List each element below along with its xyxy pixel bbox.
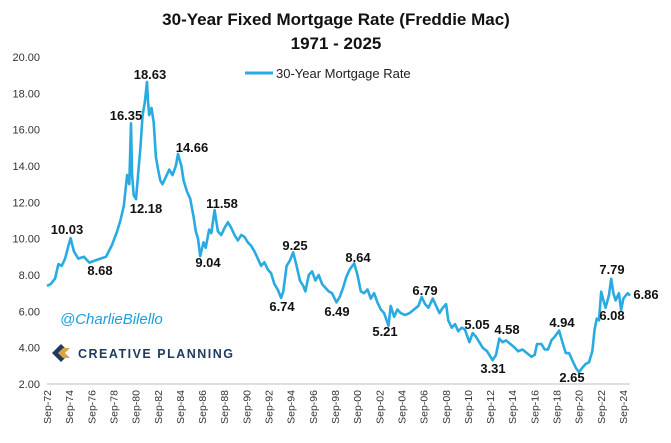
y-tick-label: 8.00	[19, 270, 40, 282]
y-tick-label: 12.00	[12, 197, 40, 209]
data-label-6-49: 6.49	[324, 304, 349, 319]
x-tick-label: Sep-78	[108, 390, 120, 424]
data-label-6-86: 6.86	[633, 287, 658, 302]
series-line-30yr-mortgage-rate	[46, 80, 631, 374]
x-tick-label: Sep-02	[374, 390, 386, 424]
x-tick-label: Sep-82	[153, 390, 165, 424]
watermark-handle: @CharlieBilello	[60, 311, 163, 328]
y-tick-label: 6.00	[19, 306, 40, 318]
data-label-9-04: 9.04	[195, 255, 221, 270]
y-tick-label: 18.00	[12, 88, 40, 100]
x-tick-label: Sep-86	[197, 390, 209, 424]
data-label-4-58: 4.58	[494, 322, 519, 337]
data-label-2-65: 2.65	[559, 370, 584, 385]
data-label-6-74: 6.74	[269, 299, 295, 314]
data-label-6-79: 6.79	[412, 283, 437, 298]
x-tick-label: Sep-04	[396, 390, 408, 424]
data-label-12-18: 12.18	[130, 201, 163, 216]
data-label-18-63: 18.63	[134, 67, 167, 82]
data-label-8-64: 8.64	[345, 250, 371, 265]
creative-planning-logo-text: CREATIVE PLANNING	[78, 347, 235, 361]
data-label-5-05: 5.05	[464, 317, 489, 332]
chart-title-line1: 30-Year Fixed Mortgage Rate (Freddie Mac…	[162, 10, 510, 29]
x-tick-label: Sep-14	[507, 390, 519, 424]
creative-planning-logo: CREATIVE PLANNING	[52, 344, 235, 362]
x-tick-label: Sep-72	[42, 390, 54, 424]
x-tick-label: Sep-06	[419, 390, 431, 424]
x-tick-label: Sep-74	[64, 390, 76, 424]
data-label-14-66: 14.66	[176, 140, 209, 155]
data-label-9-25: 9.25	[282, 238, 307, 253]
x-tick-label: Sep-22	[596, 390, 608, 424]
data-label-10-03: 10.03	[51, 222, 84, 237]
x-tick-label: Sep-98	[330, 390, 342, 424]
y-tick-label: 2.00	[19, 379, 40, 391]
y-tick-label: 20.00	[12, 52, 40, 64]
x-tick-label: Sep-90	[241, 390, 253, 424]
data-label-16-35: 16.35	[110, 108, 143, 123]
x-tick-label: Sep-94	[286, 390, 298, 424]
x-tick-label: Sep-92	[264, 390, 276, 424]
x-tick-label: Sep-16	[529, 390, 541, 424]
x-tick-label: Sep-96	[308, 390, 320, 424]
creative-planning-logo-icon	[52, 344, 70, 362]
data-label-7-79: 7.79	[599, 262, 624, 277]
x-tick-label: Sep-20	[574, 390, 586, 424]
y-tick-label: 10.00	[12, 234, 40, 246]
y-tick-label: 4.00	[19, 343, 40, 355]
y-axis: 2.00 4.00 6.00 8.00 10.00 12.00 14.00 16.00 18.0…	[12, 52, 40, 391]
x-tick-label: Sep-76	[86, 390, 98, 424]
x-tick-label: Sep-80	[131, 390, 143, 424]
x-tick-label: Sep-10	[463, 390, 475, 424]
x-tick-label: Sep-08	[441, 390, 453, 424]
data-labels: 18.63 16.35 14.66 12.18 11.58 10.03 9.25…	[51, 67, 659, 385]
data-label-6-08: 6.08	[599, 308, 624, 323]
data-label-8-68: 8.68	[87, 263, 112, 278]
x-tick-label: Sep-12	[485, 390, 497, 424]
legend-label: 30-Year Mortgage Rate	[276, 66, 411, 81]
data-label-3-31: 3.31	[480, 361, 505, 376]
x-tick-label: Sep-88	[219, 390, 231, 424]
x-tick-label: Sep-00	[352, 390, 364, 424]
data-label-11-58: 11.58	[206, 196, 238, 211]
x-tick-label: Sep-24	[618, 390, 630, 424]
chart-title-line2: 1971 - 2025	[291, 34, 382, 53]
y-tick-label: 16.00	[12, 125, 40, 137]
y-tick-label: 14.00	[12, 161, 40, 173]
x-tick-label: Sep-84	[175, 390, 187, 424]
data-label-5-21: 5.21	[372, 324, 397, 339]
x-tick-label: Sep-18	[552, 390, 564, 424]
x-axis: Sep-72 Sep-74 Sep-76 Sep-78 Sep-80 Sep-82 Sep-…	[42, 383, 630, 424]
data-label-4-94: 4.94	[549, 315, 575, 330]
legend: 30-Year Mortgage Rate	[245, 66, 411, 81]
